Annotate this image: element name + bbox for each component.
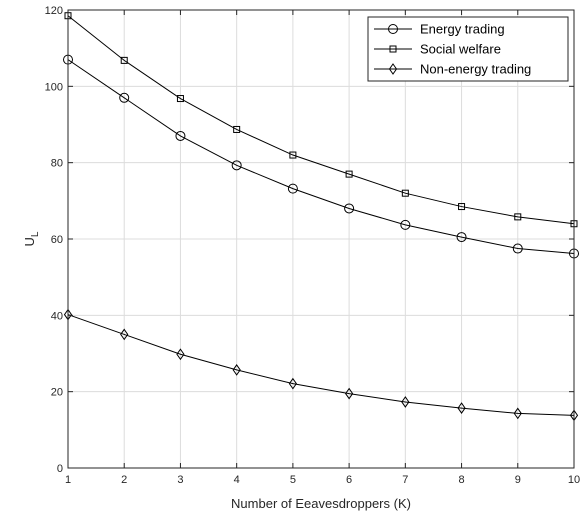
y-tick-label: 20: [51, 387, 63, 399]
legend-marker-square: [389, 45, 397, 53]
x-tick-label: 6: [346, 474, 352, 486]
data-point-circle: [287, 183, 298, 194]
data-point-circle: [119, 92, 130, 103]
data-point-square: [120, 56, 128, 64]
y-tick-label: 100: [45, 81, 63, 93]
data-point-circle: [456, 232, 467, 243]
legend-marker-circle: [388, 24, 398, 34]
legend-entry: Non-energy trading: [374, 62, 531, 77]
data-point-circle: [512, 243, 523, 254]
data-point-diamond: [288, 377, 297, 390]
series-diamond: [63, 308, 579, 422]
data-point-square: [289, 151, 297, 159]
data-point-square: [345, 170, 353, 178]
y-tick-label: 60: [51, 234, 63, 246]
series-line: [67, 59, 575, 255]
y-tick-label: 0: [57, 463, 63, 475]
series-line: [67, 15, 575, 225]
data-point-circle: [231, 160, 242, 171]
data-point-square: [176, 95, 184, 103]
data-point-circle: [344, 203, 355, 214]
legend-entry: Social welfare: [374, 42, 501, 57]
y-tick-label: 80: [51, 158, 63, 170]
y-axis-label-main: U: [22, 237, 37, 246]
data-point-square: [514, 213, 522, 221]
data-point-diamond: [345, 387, 354, 400]
y-tick-label: 120: [45, 5, 63, 17]
x-tick-label: 5: [290, 474, 296, 486]
x-tick-label: 4: [234, 474, 240, 486]
data-point-square: [401, 189, 409, 197]
legend-label: Non-energy trading: [420, 62, 531, 77]
series-square: [64, 12, 578, 228]
legend-label: Social welfare: [420, 42, 501, 57]
legend: Energy trading Social welfare Non-energy t…: [367, 16, 569, 82]
data-point-diamond: [232, 364, 241, 376]
x-tick-label: 7: [402, 474, 408, 486]
x-axis-label: Number of Eeavesdroppers (K): [231, 496, 411, 511]
data-point-diamond: [513, 407, 522, 420]
x-tick-label: 1: [65, 474, 71, 486]
data-point-circle: [400, 219, 411, 230]
data-point-diamond: [176, 348, 185, 361]
legend-label: Energy trading: [420, 22, 505, 37]
y-axis-label-sub: L: [30, 231, 41, 237]
x-tick-label: 10: [568, 474, 580, 486]
series-layer: [63, 12, 579, 422]
data-point-square: [233, 125, 241, 133]
data-point-diamond: [120, 328, 129, 341]
x-tick-label: 3: [177, 474, 183, 486]
data-point-diamond: [401, 396, 410, 408]
y-tick-label: 40: [51, 310, 63, 322]
x-tick-label: 9: [515, 474, 521, 486]
x-tick-label: 2: [121, 474, 127, 486]
series-line: [67, 314, 575, 416]
data-point-square: [458, 203, 466, 211]
y-axis-label: UL: [22, 231, 41, 246]
data-point-circle: [175, 130, 186, 141]
data-point-diamond: [457, 402, 466, 414]
x-tick-label: 8: [458, 474, 464, 486]
legend-marker-diamond: [388, 63, 398, 75]
legend-entry: Energy trading: [374, 22, 505, 37]
